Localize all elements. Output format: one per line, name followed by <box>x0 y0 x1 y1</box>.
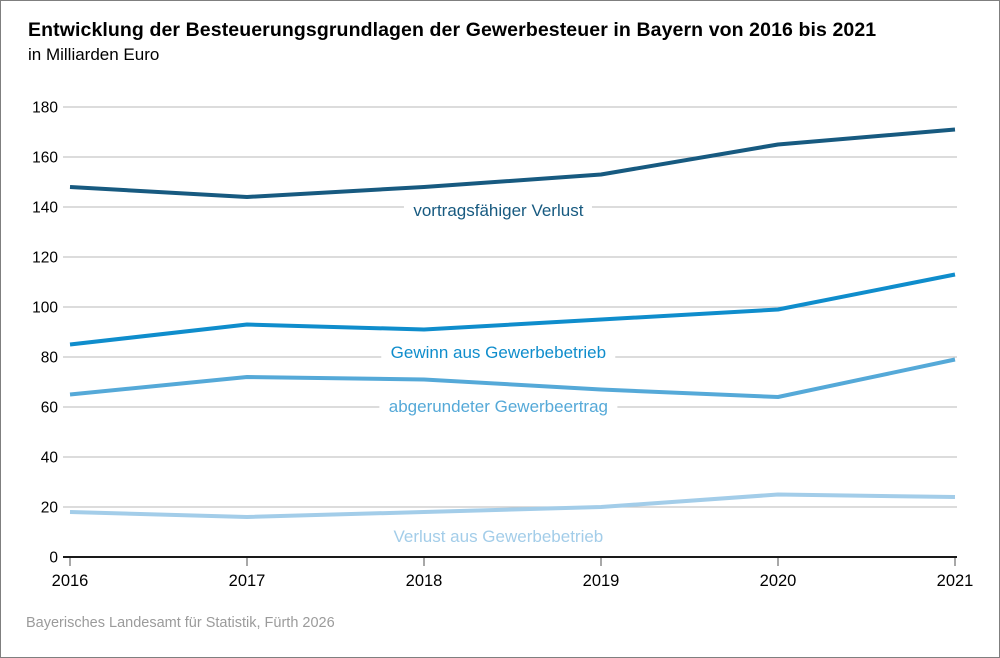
series-label-0: vortragsfähiger Verlust <box>404 200 593 222</box>
series-label-3: Verlust aus Gewerbebetrieb <box>384 526 613 548</box>
y-tick-label: 80 <box>41 350 59 367</box>
x-tick-label: 2017 <box>229 572 266 590</box>
series-line-0 <box>69 127 956 199</box>
y-tick-label: 180 <box>32 100 58 117</box>
x-tick-label: 2019 <box>583 572 620 590</box>
y-tick-label: 60 <box>41 400 59 417</box>
y-tick-label: 0 <box>49 550 58 567</box>
x-tick-label: 2020 <box>760 572 797 590</box>
x-tick-label: 2016 <box>52 572 89 590</box>
source-note: Bayerisches Landesamt für Statistik, Für… <box>26 615 335 631</box>
x-tick-label: 2021 <box>937 572 974 590</box>
y-tick-label: 140 <box>32 200 58 217</box>
series-line-1 <box>69 272 956 347</box>
series-label-2: abgerundeter Gewerbeertrag <box>379 396 617 418</box>
x-tick-label: 2018 <box>406 572 443 590</box>
y-tick-label: 40 <box>41 450 59 467</box>
y-tick-label: 100 <box>32 300 58 317</box>
y-tick-label: 120 <box>32 250 58 267</box>
series-line-2 <box>69 357 956 399</box>
y-tick-label: 20 <box>41 500 59 517</box>
series-line-3 <box>69 492 956 519</box>
series-label-1: Gewinn aus Gewerbebetrieb <box>381 342 616 364</box>
y-tick-label: 160 <box>32 150 58 167</box>
chart-title: Entwicklung der Besteuerungsgrundlagen d… <box>28 19 877 41</box>
chart-subtitle: in Milliarden Euro <box>28 45 160 64</box>
